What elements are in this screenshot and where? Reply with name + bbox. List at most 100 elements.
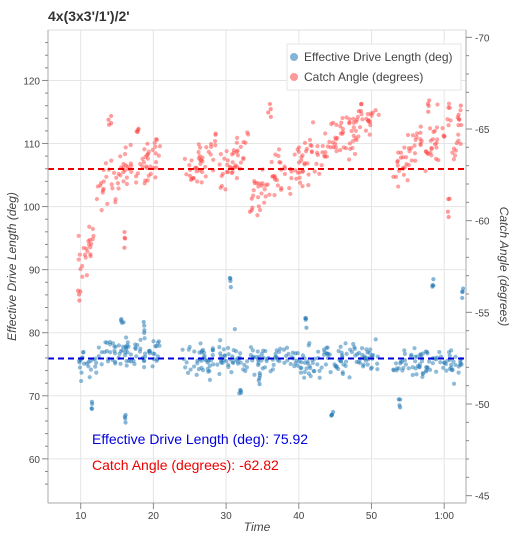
point-catch-angle <box>456 132 461 137</box>
point-drive-length <box>93 364 98 369</box>
point-drive-length <box>336 366 341 372</box>
point-catch-angle <box>255 213 260 218</box>
point-drive-length <box>87 375 92 380</box>
point-catch-angle <box>153 175 158 180</box>
data-points <box>75 98 466 425</box>
point-catch-angle <box>109 158 114 163</box>
point-catch-angle <box>196 150 201 155</box>
point-catch-angle <box>405 132 411 138</box>
point-drive-length <box>403 362 408 367</box>
point-catch-angle <box>272 177 278 182</box>
point-drive-length <box>338 359 343 364</box>
point-drive-length <box>302 375 307 380</box>
point-drive-length <box>307 341 312 346</box>
point-catch-angle <box>213 132 218 137</box>
point-catch-angle <box>409 158 414 163</box>
point-drive-length <box>123 347 129 352</box>
point-catch-angle <box>429 153 434 158</box>
point-catch-angle <box>450 150 455 155</box>
point-drive-length <box>244 365 250 370</box>
point-catch-angle <box>418 142 423 148</box>
point-catch-angle <box>441 133 446 138</box>
point-drive-length <box>183 365 188 370</box>
point-drive-length <box>192 349 197 354</box>
point-catch-angle <box>110 186 115 191</box>
point-catch-angle <box>134 180 139 185</box>
point-drive-length <box>221 347 226 352</box>
point-catch-angle <box>194 165 199 170</box>
point-drive-length <box>152 351 157 356</box>
point-drive-length <box>113 344 118 349</box>
point-catch-angle <box>265 182 270 187</box>
point-catch-angle <box>153 151 158 156</box>
point-catch-angle <box>458 108 463 113</box>
annotation-drive-length-mean: Effective Drive Length (deg): 75.92 <box>92 431 308 447</box>
point-drive-length <box>142 336 147 341</box>
point-catch-angle <box>327 139 332 145</box>
point-drive-length <box>393 361 399 366</box>
point-catch-angle <box>129 163 134 169</box>
point-drive-length <box>206 369 211 374</box>
point-catch-angle <box>105 201 110 206</box>
point-catch-angle <box>82 252 87 257</box>
point-catch-angle <box>249 196 254 201</box>
point-catch-angle <box>276 147 282 152</box>
point-catch-angle <box>145 156 150 161</box>
point-catch-angle <box>115 181 121 186</box>
point-catch-angle <box>235 135 240 140</box>
point-catch-angle <box>257 207 263 213</box>
point-drive-length <box>255 349 260 354</box>
point-drive-length <box>142 364 147 370</box>
point-drive-length <box>271 362 276 367</box>
point-catch-angle <box>267 192 272 197</box>
point-catch-angle <box>293 168 298 173</box>
point-drive-length <box>200 347 206 353</box>
point-catch-angle <box>339 120 344 125</box>
axes: 10 20 30 40 50 1:00 60 70 80 90 100 110 120 -45 -50 -55… <box>23 30 490 522</box>
point-catch-angle <box>148 164 153 169</box>
point-drive-length <box>430 361 435 366</box>
point-catch-angle <box>108 113 114 119</box>
point-drive-length <box>418 352 423 357</box>
point-drive-length <box>238 360 243 365</box>
point-catch-angle <box>351 120 356 125</box>
point-catch-angle <box>396 184 401 189</box>
point-catch-angle <box>410 133 416 138</box>
point-catch-angle <box>116 171 121 177</box>
point-drive-length <box>233 349 239 354</box>
point-catch-angle <box>188 177 194 182</box>
y-left-tick-label: 60 <box>29 455 41 466</box>
point-catch-angle <box>414 135 419 140</box>
point-catch-angle <box>230 160 235 165</box>
point-catch-angle <box>262 187 267 192</box>
point-drive-length <box>373 337 378 342</box>
point-catch-angle <box>427 126 433 131</box>
point-catch-angle <box>157 144 163 149</box>
point-catch-angle <box>116 186 121 191</box>
point-drive-length <box>453 362 458 368</box>
x-axis-label: Time <box>244 520 271 534</box>
point-catch-angle <box>355 114 360 120</box>
point-drive-length <box>198 341 203 346</box>
point-catch-angle <box>218 185 223 190</box>
point-catch-angle <box>143 178 148 183</box>
point-drive-length <box>420 374 425 380</box>
point-drive-length <box>238 351 243 356</box>
point-drive-length <box>125 340 130 345</box>
point-catch-angle <box>275 183 280 188</box>
point-drive-length <box>413 354 418 359</box>
point-drive-length <box>364 355 369 361</box>
point-drive-length <box>99 362 104 367</box>
point-drive-length <box>375 367 380 372</box>
point-catch-angle <box>238 144 243 149</box>
point-catch-angle <box>426 109 431 114</box>
point-catch-angle <box>229 170 234 176</box>
point-catch-angle <box>304 146 310 151</box>
point-catch-angle <box>219 173 224 179</box>
point-catch-angle <box>453 148 459 153</box>
point-drive-length <box>128 352 134 357</box>
point-drive-length <box>250 348 255 353</box>
x-tick-label: 1:00 <box>434 511 454 522</box>
point-catch-angle <box>225 158 230 163</box>
point-drive-length <box>153 344 158 349</box>
